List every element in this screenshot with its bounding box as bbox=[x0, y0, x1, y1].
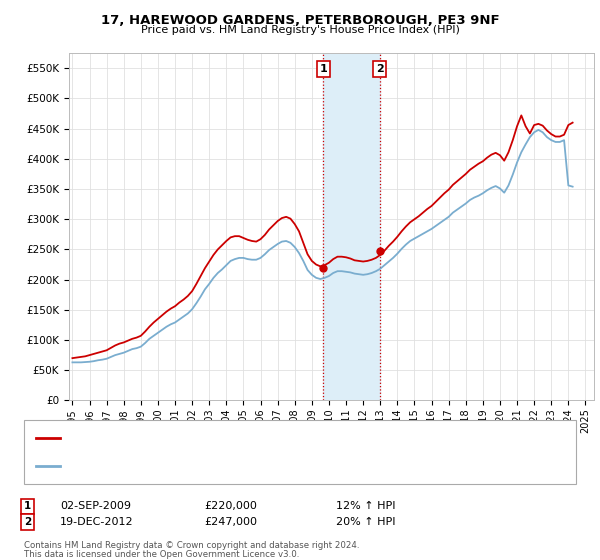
Text: 1: 1 bbox=[319, 64, 327, 74]
Text: £247,000: £247,000 bbox=[204, 517, 257, 527]
Text: 19-DEC-2012: 19-DEC-2012 bbox=[60, 517, 134, 527]
Text: 20% ↑ HPI: 20% ↑ HPI bbox=[336, 517, 395, 527]
Text: 17, HAREWOOD GARDENS, PETERBOROUGH, PE3 9NF: 17, HAREWOOD GARDENS, PETERBOROUGH, PE3 … bbox=[101, 14, 499, 27]
Text: Price paid vs. HM Land Registry's House Price Index (HPI): Price paid vs. HM Land Registry's House … bbox=[140, 25, 460, 35]
Text: This data is licensed under the Open Government Licence v3.0.: This data is licensed under the Open Gov… bbox=[24, 550, 299, 559]
Text: 02-SEP-2009: 02-SEP-2009 bbox=[60, 501, 131, 511]
Text: £220,000: £220,000 bbox=[204, 501, 257, 511]
Text: 12% ↑ HPI: 12% ↑ HPI bbox=[336, 501, 395, 511]
Text: 2: 2 bbox=[376, 64, 383, 74]
Text: 17, HAREWOOD GARDENS, PETERBOROUGH, PE3 9NF (detached house): 17, HAREWOOD GARDENS, PETERBOROUGH, PE3 … bbox=[66, 433, 419, 443]
Text: 2: 2 bbox=[24, 517, 31, 527]
Text: HPI: Average price, detached house, City of Peterborough: HPI: Average price, detached house, City… bbox=[66, 461, 347, 472]
Text: Contains HM Land Registry data © Crown copyright and database right 2024.: Contains HM Land Registry data © Crown c… bbox=[24, 541, 359, 550]
Bar bbox=[323, 53, 380, 400]
Text: 1: 1 bbox=[24, 501, 31, 511]
